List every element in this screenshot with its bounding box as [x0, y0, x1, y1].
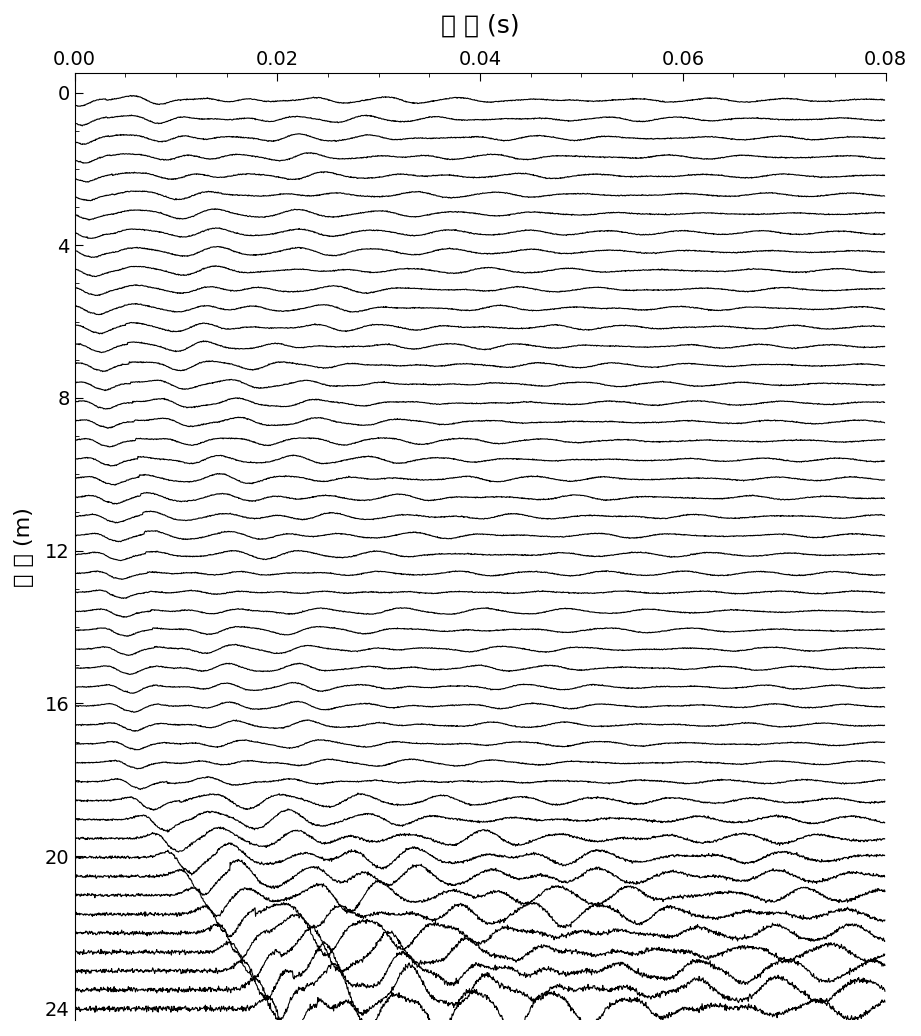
Title: 时 间 (s): 时 间 (s) — [441, 13, 519, 38]
Y-axis label: 深 度 (m): 深 度 (m) — [14, 507, 34, 586]
